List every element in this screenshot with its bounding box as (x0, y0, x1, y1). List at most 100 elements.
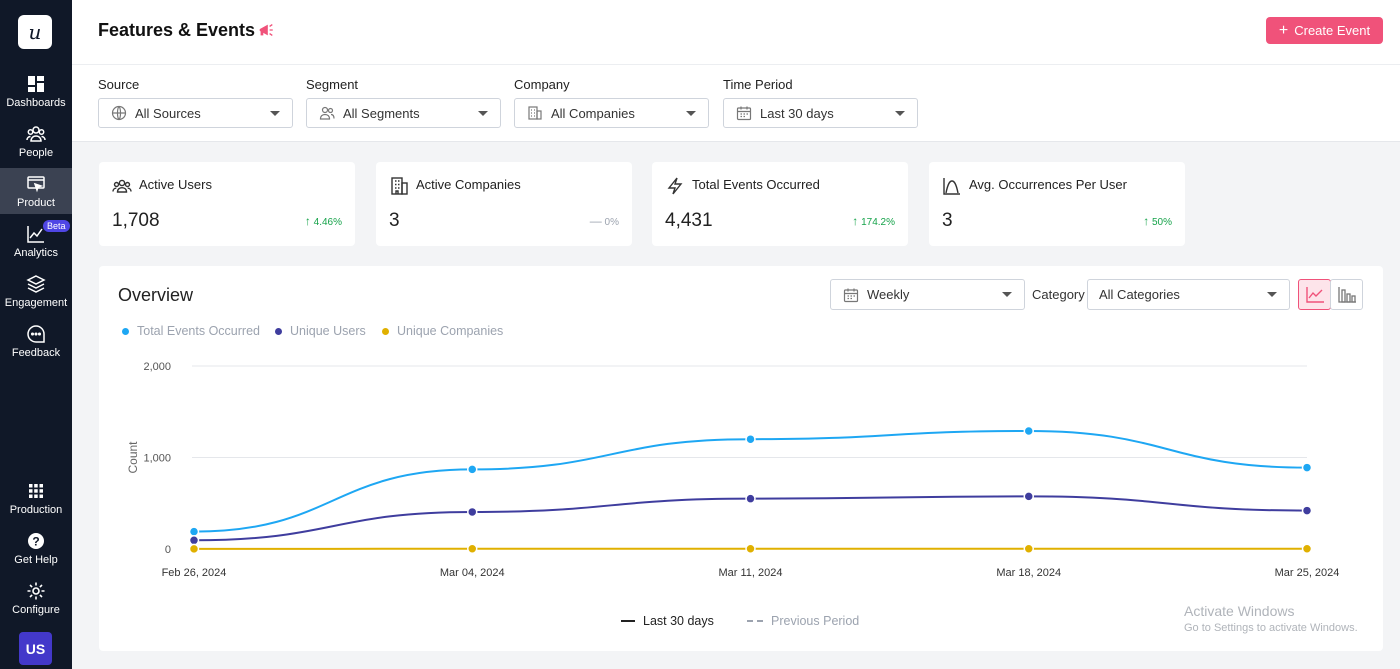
calendar-icon (736, 106, 752, 121)
sidebar: u Dashboards People Product Beta Analyti… (0, 0, 72, 669)
interval-select[interactable]: Weekly (830, 279, 1025, 310)
legend-item-unique-users[interactable]: Unique Users (275, 324, 366, 338)
bolt-icon (667, 177, 683, 195)
line-chart-icon (1305, 286, 1324, 303)
segment-select[interactable]: All Segments (306, 98, 501, 128)
interval-value: Weekly (867, 287, 910, 302)
watermark-title: Activate Windows (1184, 603, 1295, 619)
app-logo[interactable]: u (18, 15, 52, 49)
data-point (188, 526, 200, 537)
y-axis-label: Count (126, 441, 140, 474)
legend-dot (122, 327, 129, 335)
x-tick-label: Mar 25, 2024 (1275, 567, 1340, 579)
sidebar-item-label: Feedback (11, 347, 61, 359)
dash-icon: — (589, 214, 602, 228)
chat-icon (27, 325, 45, 343)
chevron-down-icon (686, 111, 696, 116)
legend-item-unique-companies[interactable]: Unique Companies (382, 324, 503, 338)
time-period-value: Last 30 days (760, 105, 834, 121)
sidebar-item-label: Production (9, 504, 63, 516)
overview-panel: Overview Weekly Category All Categories … (99, 266, 1383, 651)
stat-delta: ↑ 50% (1143, 214, 1172, 228)
x-tick-label: Mar 11, 2024 (718, 567, 782, 579)
previous-period-label: Previous Period (771, 614, 860, 628)
building-icon (391, 177, 408, 195)
arrow-up-icon: ↑ (852, 214, 859, 228)
stat-card-active-users: Active Users 1,708 ↑ 4.46% (99, 162, 355, 246)
grid-icon (29, 484, 43, 498)
overview-chart: 0 1,000 2,000 Count Feb 26, 2024 Mar 04, 2024… (126, 361, 1340, 579)
stat-card-avg-occurrences: Avg. Occurrences Per User 3 ↑ 50% (929, 162, 1185, 246)
stat-delta-value: 0% (604, 217, 619, 228)
page-title: Features & Events (98, 20, 256, 40)
data-point (1023, 425, 1034, 437)
analytics-icon (27, 226, 44, 243)
y-tick-label: 1,000 (143, 453, 171, 465)
current-period-label: Last 30 days (643, 614, 714, 628)
y-tick-label: 0 (165, 544, 171, 556)
product-icon (27, 176, 45, 193)
solid-line-icon (621, 620, 635, 622)
sidebar-item-feedback[interactable]: Feedback (0, 318, 72, 364)
sidebar-item-people[interactable]: People (0, 118, 72, 164)
sidebar-item-engagement[interactable]: Engagement (0, 268, 72, 314)
legend-current-period[interactable]: Last 30 days (621, 614, 714, 628)
x-tick-label: Mar 18, 2024 (996, 567, 1061, 579)
segment-value: All Segments (343, 105, 420, 121)
people-icon (26, 126, 46, 142)
avatar[interactable]: US (19, 632, 52, 665)
category-label: Category (1032, 287, 1085, 302)
x-tick-label: Feb 26, 2024 (162, 567, 227, 579)
sidebar-item-production[interactable]: Production (0, 475, 72, 521)
data-point (467, 543, 478, 554)
legend-item-total-events[interactable]: Total Events Occurred (122, 324, 260, 338)
dashed-line-icon (747, 620, 763, 622)
data-point (745, 543, 756, 554)
sidebar-item-configure[interactable]: Configure (0, 575, 72, 621)
company-value: All Companies (551, 105, 635, 121)
data-point (1301, 543, 1313, 554)
globe-icon (111, 105, 127, 121)
layers-icon (26, 275, 46, 293)
sidebar-item-label: Analytics (13, 247, 59, 259)
time-period-select[interactable]: Last 30 days (723, 98, 918, 128)
bar-chart-toggle[interactable] (1330, 279, 1363, 310)
stat-value: 4,431 (665, 210, 713, 231)
sidebar-item-label: Product (17, 197, 55, 209)
building-icon (528, 106, 542, 120)
sidebar-item-label: Dashboards (6, 97, 66, 109)
company-label: Company (514, 77, 570, 92)
stat-value: 1,708 (112, 210, 160, 231)
dashboard-icon (28, 76, 44, 92)
legend-label: Total Events Occurred (137, 324, 260, 338)
source-value: All Sources (135, 105, 201, 121)
sidebar-item-label: Engagement (4, 297, 68, 309)
divider (72, 64, 1400, 65)
company-select[interactable]: All Companies (514, 98, 709, 128)
arrow-up-icon: ↑ (304, 214, 311, 228)
legend-dot (275, 327, 282, 335)
data-point (1023, 491, 1034, 502)
stat-delta-value: 4.46% (313, 217, 342, 228)
sidebar-item-product[interactable]: Product (0, 168, 72, 214)
calendar-icon (843, 288, 859, 302)
data-point (467, 464, 478, 475)
legend-previous-period[interactable]: Previous Period (747, 614, 859, 628)
sidebar-item-dashboards[interactable]: Dashboards (0, 68, 72, 114)
chevron-down-icon (1267, 292, 1277, 297)
help-icon: ? (28, 533, 44, 549)
category-value: All Categories (1099, 287, 1180, 302)
category-select[interactable]: All Categories (1087, 279, 1290, 310)
stat-title: Active Companies (416, 177, 521, 192)
sidebar-item-analytics[interactable]: Beta Analytics (0, 218, 72, 264)
sidebar-item-get-help[interactable]: ? Get Help (0, 525, 72, 571)
source-select[interactable]: All Sources (98, 98, 293, 128)
series-line (193, 429, 1308, 533)
legend-label: Unique Users (290, 324, 366, 338)
stat-delta: ↑ 174.2% (852, 214, 895, 228)
stat-delta-value: 50% (1151, 217, 1172, 228)
create-event-button[interactable]: + Create Event (1266, 17, 1383, 44)
data-point (467, 506, 478, 518)
data-point (745, 493, 756, 504)
svg-text:?: ? (32, 535, 39, 549)
